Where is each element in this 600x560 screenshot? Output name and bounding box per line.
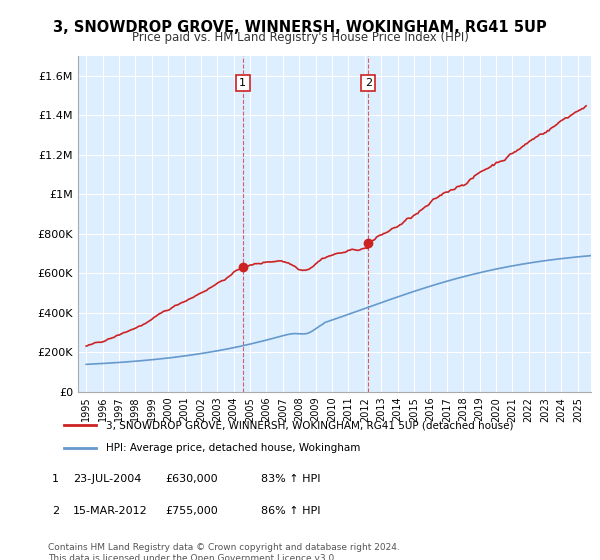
Text: 83% ↑ HPI: 83% ↑ HPI bbox=[261, 474, 320, 484]
Text: HPI: Average price, detached house, Wokingham: HPI: Average price, detached house, Woki… bbox=[106, 444, 361, 454]
Text: 86% ↑ HPI: 86% ↑ HPI bbox=[261, 506, 320, 516]
Text: 1: 1 bbox=[52, 474, 59, 484]
Text: 1: 1 bbox=[239, 78, 246, 88]
Text: 2: 2 bbox=[365, 78, 372, 88]
Text: £755,000: £755,000 bbox=[165, 506, 218, 516]
Text: Price paid vs. HM Land Registry's House Price Index (HPI): Price paid vs. HM Land Registry's House … bbox=[131, 31, 469, 44]
Text: 3, SNOWDROP GROVE, WINNERSH, WOKINGHAM, RG41 5UP: 3, SNOWDROP GROVE, WINNERSH, WOKINGHAM, … bbox=[53, 20, 547, 35]
Text: 23-JUL-2004: 23-JUL-2004 bbox=[73, 474, 142, 484]
Text: Contains HM Land Registry data © Crown copyright and database right 2024.
This d: Contains HM Land Registry data © Crown c… bbox=[48, 543, 400, 560]
Text: 2: 2 bbox=[52, 506, 59, 516]
Text: £630,000: £630,000 bbox=[165, 474, 218, 484]
Text: 15-MAR-2012: 15-MAR-2012 bbox=[73, 506, 148, 516]
Text: 3, SNOWDROP GROVE, WINNERSH, WOKINGHAM, RG41 5UP (detached house): 3, SNOWDROP GROVE, WINNERSH, WOKINGHAM, … bbox=[106, 420, 514, 430]
